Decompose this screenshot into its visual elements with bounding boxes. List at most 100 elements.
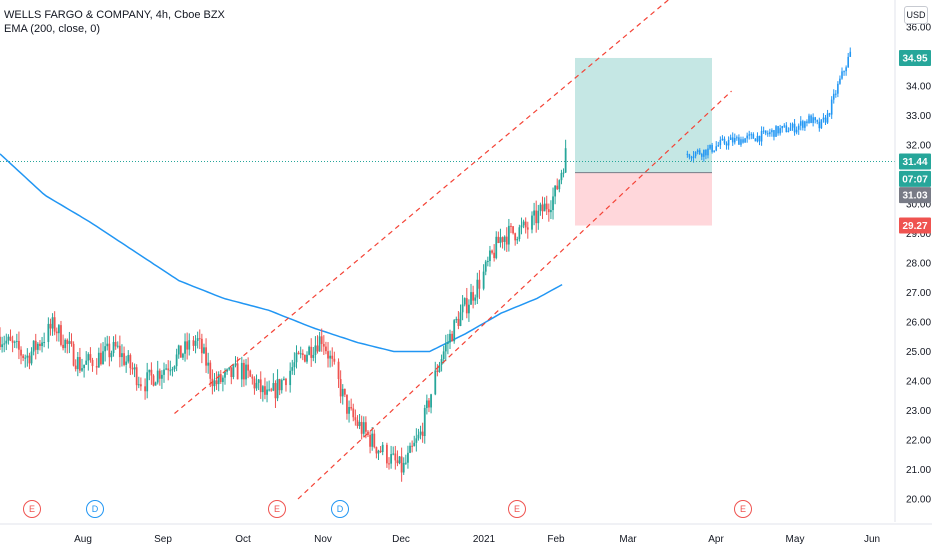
candle-body [541,204,544,212]
candle-body [15,340,18,342]
forecast-candle-body [799,121,802,126]
candle-body [274,383,277,399]
candle-body [175,354,178,367]
candle-body [310,346,313,358]
candle-body [255,382,258,389]
forecast-candle-body [795,129,798,133]
earnings-marker[interactable]: E [734,500,752,518]
candle-body [131,368,134,370]
earnings-marker[interactable]: E [508,500,526,518]
time-tick-label: Nov [314,534,332,545]
price-tag: 34.95 [899,49,931,66]
dividend-marker[interactable]: D [331,500,349,518]
candle-body [221,377,224,383]
earnings-marker[interactable]: E [23,500,41,518]
price-tick-label: 22.00 [906,436,931,447]
candle-body [453,320,456,342]
candle-body [169,370,172,372]
forecast-candle-body [810,115,812,123]
symbol-title[interactable]: WELLS FARGO & COMPANY, 4h, Cboe BZX [4,9,225,21]
candle-body [341,388,344,397]
candle-body [463,298,466,305]
candle-body [325,346,327,352]
candle-body [482,271,485,289]
candle-body [291,367,294,371]
forecast-candle-body [820,119,823,129]
candle-body [196,338,199,341]
forecast-candle-body [847,56,849,68]
earnings-marker[interactable]: E [268,500,286,518]
candle-body [7,336,10,341]
candle-body [245,364,247,380]
candle-body [125,361,128,365]
price-tags: 34.95 31.44 07:07 31.03 29.27 [899,49,931,234]
candle-body [150,369,153,376]
candle-body [184,341,186,354]
price-tag: 31.03 [899,187,931,204]
candle-body [373,433,376,448]
candle-body [425,400,428,409]
candle-body [516,239,519,241]
forecast-candle-body [700,153,703,157]
target-zone [575,57,712,173]
forecast-candle-body [694,152,697,157]
candle-body [329,355,332,359]
forecast-candle-body [849,51,852,57]
price-tick-label: 28.00 [906,259,931,270]
forecast-candle-body [750,134,753,136]
forecast-candle-body [785,125,788,133]
candle-body [9,336,12,341]
candle-body [444,344,447,352]
dividend-marker[interactable]: D [86,500,104,518]
forecast-candle-body [692,156,695,158]
candle-body [64,339,67,349]
price-tick-label: 34.00 [906,82,931,93]
candle-body [81,368,83,371]
forecast-candle-body [841,71,843,79]
candle-body [89,354,92,361]
candle-body [438,364,441,372]
price-tag-box [899,49,931,66]
candle-body [198,338,201,340]
event-circle [508,500,526,518]
candle-body [478,279,481,289]
currency-button[interactable]: USD [904,6,928,24]
candle-body [524,221,527,228]
forecast-candle-body [845,67,847,72]
forecast-candle-body [686,153,689,155]
event-label: E [514,504,520,514]
candle-body [43,341,46,343]
candle-body [97,352,100,368]
forecast-candle-body [835,93,837,95]
event-circle [86,500,104,518]
candle-body [68,341,71,344]
candle-body [0,336,1,348]
candle-body [468,304,470,314]
candle-body [512,226,514,234]
candle-body [306,354,308,362]
candle-body [100,352,102,365]
forecast-candle-body [779,128,781,134]
time-tick-label: Feb [547,534,565,545]
candle-body [161,374,163,379]
candle-body [154,382,157,386]
indicator-label[interactable]: EMA (200, close, 0) [4,23,100,35]
forecast-candle-body [830,99,833,115]
forecast-candle-body [731,137,734,143]
price-tag-label: 29.27 [902,221,927,232]
event-label: D [337,504,344,514]
candle-body [301,353,304,356]
candle-body [552,196,554,211]
candle-body [322,343,325,347]
candle-body [312,354,315,358]
forecast-candle-body [783,125,786,127]
forecast-candle-body [713,150,715,152]
candle-body [135,367,138,386]
candle-body [449,333,451,343]
candle-body [108,343,111,358]
forecast-candle-body [717,145,720,147]
candle-body [390,454,393,464]
forecast-candle-body [754,138,757,142]
time-tick-label: Oct [235,534,251,545]
